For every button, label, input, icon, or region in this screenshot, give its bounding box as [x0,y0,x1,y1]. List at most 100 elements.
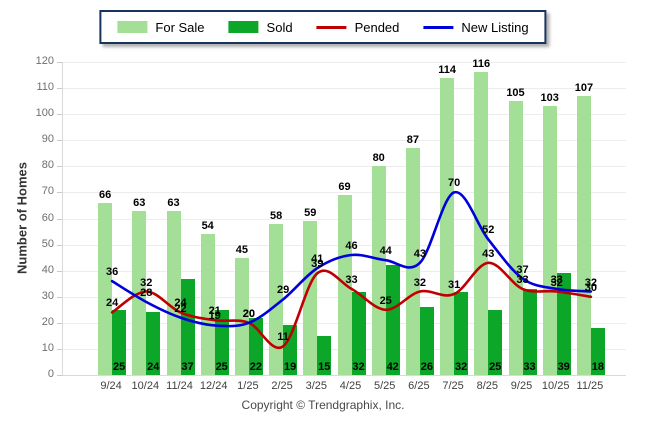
for-sale-value-label: 59 [304,207,317,220]
sold-value-label: 25 [489,361,502,373]
sold-value-label: 32 [352,361,365,373]
bar-for-sale [200,234,215,375]
y-tick-label: 10 [41,341,54,354]
gridline [63,166,626,168]
pended-value-label: 32 [140,276,153,289]
new-listing-value-label: 22 [174,302,187,315]
bar-for-sale [166,210,181,375]
new-listing-line [110,191,593,328]
gridline [63,192,626,194]
bar-sold [454,291,469,375]
x-tick-label: 12/24 [199,380,228,392]
pended-value-label: 33 [345,273,358,286]
bar-sold [283,325,298,375]
gridline [63,140,626,142]
for-sale-value-label: 63 [167,196,180,209]
y-tickmark [57,270,62,272]
y-tick-label: 60 [41,211,54,224]
for-sale-swatch-icon [117,21,148,33]
bar-sold [351,291,366,375]
y-tick-label: 90 [41,133,54,146]
for-sale-value-label: 45 [235,243,249,256]
for-sale-value-label: 58 [269,209,283,222]
pended-value-label: 31 [447,279,461,292]
new-listing-value-label: 29 [276,284,290,297]
pended-value-label: 39 [311,258,324,271]
pended-value-label: 21 [208,305,221,318]
bar-for-sale [474,72,489,375]
for-sale-value-label: 103 [540,92,559,105]
bar-sold [590,328,605,375]
y-tick-label: 0 [47,368,54,380]
sold-value-label: 32 [454,361,468,373]
bar-sold [180,278,195,375]
legend-item-pended: Pended [316,20,399,35]
bar-sold [317,335,332,375]
new-listing-value-label: 33 [550,273,563,286]
y-tick-label: 50 [41,237,54,250]
new-listing-value-label: 37 [516,263,529,276]
plot-area: 66 63 63 54 45 58 59 69 80 87 114 116 105 103 107 25 24 3… [62,58,626,376]
x-tick-label: 9/25 [510,380,533,392]
new-listing-value-label: 36 [105,266,119,279]
y-tick-label: 30 [41,289,54,302]
y-tickmark [57,375,62,376]
pended-value-label: 33 [516,273,529,286]
sold-swatch-icon [228,21,259,33]
sold-value-label: 24 [147,361,160,373]
for-sale-value-label: 87 [406,134,420,147]
pended-line-swatch-icon [316,25,347,29]
y-tickmark [57,88,62,90]
sold-value-label: 39 [557,361,570,373]
y-tickmark [57,114,62,116]
bar-for-sale [440,77,455,375]
x-tick-label: 6/25 [408,380,430,392]
bar-for-sale [269,223,284,375]
pended-value-label: 43 [482,247,495,260]
new-listing-value-label: 19 [208,310,221,323]
y-tick-label: 100 [35,107,54,120]
x-tick-label: 9/24 [100,380,122,392]
x-tick-label: 10/24 [131,380,160,392]
for-sale-value-label: 54 [201,220,214,233]
new-listing-value-label: 32 [584,276,598,289]
legend: For Sale Sold Pended New Listing [99,10,547,44]
y-tickmark [57,296,62,298]
new-listing-line-swatch-icon [423,25,454,29]
y-tick-label: 80 [41,159,54,172]
x-tick-label: 10/25 [541,380,570,392]
sold-value-label: 15 [318,361,331,373]
sold-value-label: 22 [249,361,263,373]
gridline [63,114,626,116]
pended-value-label: 24 [105,297,119,310]
sold-value-label: 25 [215,361,228,373]
for-sale-value-label: 80 [372,152,385,165]
x-tick-label: 8/25 [476,380,498,392]
pended-value-label: 32 [550,276,563,289]
bar-for-sale [508,101,523,375]
bar-for-sale [234,257,249,375]
y-tickmark [57,322,62,324]
for-sale-value-label: 114 [438,63,456,76]
bar-sold [556,273,571,375]
copyright-text: Copyright © Trendgraphix, Inc. [241,398,405,412]
legend-item-for-sale: For Sale [117,20,205,35]
new-listing-value-label: 52 [482,224,495,237]
sold-value-label: 19 [283,361,297,373]
new-listing-value-label: 41 [311,253,324,266]
y-tick-label: 120 [35,55,54,67]
new-listing-value-label: 44 [379,245,392,258]
y-tick-label: 40 [41,263,54,276]
new-listing-value-label: 28 [140,287,153,299]
y-tickmark [57,348,62,350]
for-sale-value-label: 66 [98,188,112,201]
new-listing-value-label: 70 [447,177,461,190]
sold-value-label: 26 [420,361,434,373]
y-tickmark [57,244,62,246]
y-tickmark [57,166,62,168]
pended-value-label: 24 [174,297,187,310]
pended-value-label: 30 [584,281,598,294]
sold-value-label: 33 [523,361,536,373]
pended-value-label: 32 [413,276,427,289]
